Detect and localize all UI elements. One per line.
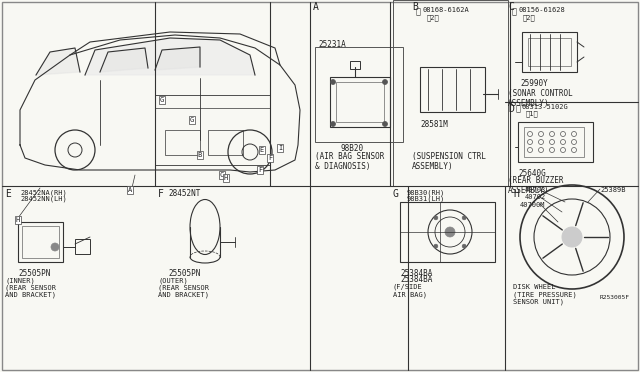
Circle shape bbox=[562, 227, 582, 247]
Text: 25389B: 25389B bbox=[600, 187, 625, 193]
Polygon shape bbox=[100, 48, 148, 72]
Text: 28452NT: 28452NT bbox=[168, 189, 200, 198]
Circle shape bbox=[330, 80, 335, 84]
Text: 98B31(LH): 98B31(LH) bbox=[407, 195, 445, 202]
Bar bbox=[155, 95, 270, 165]
Text: (SONAR CONTROL
ASSEMBLY): (SONAR CONTROL ASSEMBLY) bbox=[508, 89, 573, 108]
Bar bbox=[522, 32, 577, 72]
Text: G: G bbox=[393, 189, 399, 199]
Text: Ⓢ: Ⓢ bbox=[416, 7, 421, 16]
Text: F: F bbox=[258, 167, 262, 173]
Text: 08313-5102G: 08313-5102G bbox=[522, 104, 569, 110]
Text: 25505PN: 25505PN bbox=[168, 269, 200, 278]
Text: R253005F: R253005F bbox=[600, 295, 630, 300]
Text: 25384BA: 25384BA bbox=[400, 275, 433, 284]
Text: B: B bbox=[198, 152, 202, 158]
Bar bbox=[350, 61, 360, 69]
Bar bbox=[400, 202, 495, 262]
Text: Ⓢ: Ⓢ bbox=[516, 104, 521, 113]
Text: E: E bbox=[260, 147, 264, 153]
Text: 25640G: 25640G bbox=[518, 169, 546, 178]
Text: Ⓢ: Ⓢ bbox=[512, 7, 517, 16]
Text: B: B bbox=[412, 2, 418, 12]
Bar bbox=[75, 239, 90, 254]
Bar bbox=[528, 38, 571, 66]
Polygon shape bbox=[85, 38, 255, 75]
Bar bbox=[315, 47, 403, 142]
Text: 28581M: 28581M bbox=[420, 120, 448, 129]
Text: 98B20: 98B20 bbox=[340, 144, 364, 153]
Text: G: G bbox=[190, 117, 194, 123]
Polygon shape bbox=[155, 47, 200, 70]
Circle shape bbox=[383, 122, 387, 126]
Bar bbox=[393, 0, 508, 186]
Text: 28452NA(RH): 28452NA(RH) bbox=[20, 189, 67, 196]
Text: 〈1〉: 〈1〉 bbox=[526, 110, 539, 116]
Text: C: C bbox=[508, 2, 514, 12]
Circle shape bbox=[445, 227, 455, 237]
Text: E: E bbox=[5, 189, 11, 199]
Circle shape bbox=[434, 244, 438, 248]
Text: 08168-6162A: 08168-6162A bbox=[423, 7, 470, 13]
Text: (AIR BAG SENSOR
& DIAGNOSIS): (AIR BAG SENSOR & DIAGNOSIS) bbox=[315, 152, 385, 171]
Text: H: H bbox=[224, 175, 228, 181]
Bar bbox=[336, 82, 384, 122]
Circle shape bbox=[51, 243, 59, 251]
Bar bbox=[208, 130, 243, 155]
Circle shape bbox=[434, 216, 438, 220]
Circle shape bbox=[383, 80, 387, 84]
Text: 25990Y: 25990Y bbox=[520, 79, 548, 88]
Circle shape bbox=[462, 244, 466, 248]
Text: G: G bbox=[160, 97, 164, 103]
Text: F: F bbox=[268, 155, 272, 161]
Text: H: H bbox=[513, 189, 519, 199]
Bar bbox=[524, 127, 584, 157]
Bar bbox=[22, 226, 59, 258]
Bar bbox=[518, 122, 593, 162]
Text: (F/SIDE
AIR BAG): (F/SIDE AIR BAG) bbox=[393, 284, 427, 298]
Text: (REAR BUZZER
ASSEMBLY): (REAR BUZZER ASSEMBLY) bbox=[508, 176, 563, 195]
Text: F: F bbox=[158, 189, 164, 199]
Bar bbox=[165, 130, 200, 155]
Text: A: A bbox=[313, 2, 319, 12]
Text: 08156-61628: 08156-61628 bbox=[519, 7, 566, 13]
Text: 40702: 40702 bbox=[525, 194, 547, 200]
Circle shape bbox=[462, 216, 466, 220]
Text: DISK WHEEL
(TIRE PRESSURE)
SENSOR UNIT): DISK WHEEL (TIRE PRESSURE) SENSOR UNIT) bbox=[513, 284, 577, 305]
Text: D: D bbox=[508, 104, 514, 114]
Text: H: H bbox=[16, 217, 20, 223]
Polygon shape bbox=[36, 48, 80, 75]
Text: A: A bbox=[128, 187, 132, 193]
Text: 98B30(RH): 98B30(RH) bbox=[407, 189, 445, 196]
Text: (INNER)
(REAR SENSOR
AND BRACKET): (INNER) (REAR SENSOR AND BRACKET) bbox=[5, 277, 56, 298]
Text: 28452NN(LH): 28452NN(LH) bbox=[20, 195, 67, 202]
Text: (SUSPENSION CTRL
ASSEMBLY): (SUSPENSION CTRL ASSEMBLY) bbox=[412, 152, 486, 171]
Text: 40703: 40703 bbox=[525, 187, 547, 193]
Text: I: I bbox=[278, 145, 282, 151]
Text: 25231A: 25231A bbox=[318, 40, 346, 49]
Text: (OUTER)
(REAR SENSOR
AND BRACKET): (OUTER) (REAR SENSOR AND BRACKET) bbox=[158, 277, 209, 298]
Bar bbox=[18, 222, 63, 262]
Text: C: C bbox=[220, 172, 224, 178]
Circle shape bbox=[330, 122, 335, 126]
Text: 40700M: 40700M bbox=[520, 202, 545, 208]
Text: 25384BA: 25384BA bbox=[400, 269, 433, 278]
Bar bbox=[330, 77, 390, 127]
Text: 25505PN: 25505PN bbox=[18, 269, 51, 278]
Text: 〈2〉: 〈2〉 bbox=[523, 14, 536, 20]
Bar bbox=[420, 67, 485, 112]
Text: 〈2〉: 〈2〉 bbox=[427, 14, 440, 20]
